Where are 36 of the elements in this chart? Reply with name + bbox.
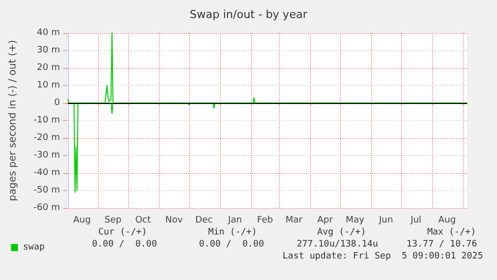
y-tick-label: -40 m <box>34 168 60 178</box>
text: Cur (-/+) <box>98 228 147 238</box>
x-tick-label: Dec <box>195 216 213 226</box>
x-tick-label: Jun <box>378 216 394 226</box>
y-tick-label: 0 <box>54 98 60 108</box>
x-tick-label: Feb <box>257 216 274 226</box>
x-tick-label: Oct <box>135 216 152 226</box>
y-tick-label: -60 m <box>34 203 60 213</box>
x-tick-label: Mar <box>286 216 303 226</box>
y-tick-label: -10 m <box>34 116 60 126</box>
text: 277.10u/138.14u <box>296 240 378 250</box>
x-tick-label: Apr <box>317 216 334 226</box>
text: 13.77 / 10.76 <box>406 240 477 250</box>
text: 0.00 / 0.00 <box>198 240 264 250</box>
text: Avg (-/+) <box>317 228 366 238</box>
text: Min (-/+) <box>208 228 257 238</box>
x-tick-label: Nov <box>165 216 184 226</box>
y-axis-title: pages per second in (-) / out (+) <box>8 40 18 202</box>
y-tick-label: -20 m <box>34 133 60 143</box>
x-tick-label: Jan <box>227 216 242 226</box>
y-tick-label: 40 m <box>36 28 60 38</box>
y-tick-label: 10 m <box>36 80 60 90</box>
y-tick-label: 30 m <box>36 46 60 56</box>
x-tick-label: Sep <box>104 216 122 226</box>
y-tick-label: 20 m <box>36 63 60 73</box>
text: Last update: Fri Sep 5 09:00:01 2025 <box>282 252 483 262</box>
x-tick-label: May <box>346 216 365 226</box>
x-tick-label: Aug <box>438 216 456 226</box>
chart-title: Swap in/out - by year <box>190 8 308 21</box>
text: Max (-/+) <box>427 228 476 238</box>
x-tick-label: Aug <box>73 216 91 226</box>
y-tick-label: -50 m <box>34 186 60 196</box>
text: 0.00 / 0.00 <box>92 240 157 250</box>
x-tick-label: Jul <box>410 216 422 226</box>
y-tick-label: -30 m <box>34 150 60 160</box>
legend-label: swap <box>23 242 45 252</box>
